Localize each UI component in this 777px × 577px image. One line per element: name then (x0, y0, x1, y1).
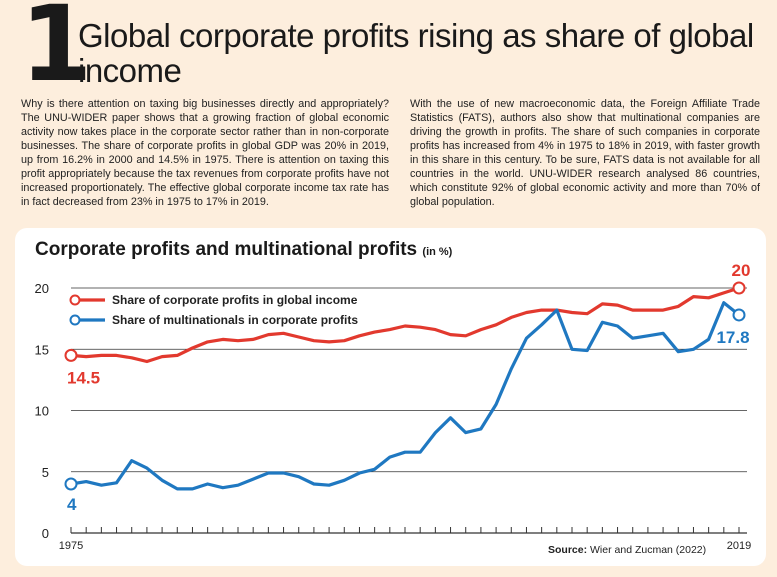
source-label: Source: (548, 544, 590, 556)
y-tick-label: 10 (35, 404, 49, 419)
series-end-point (732, 308, 746, 322)
chart-title-unit: (in %) (422, 246, 453, 258)
x-tick-label: 1975 (59, 540, 83, 552)
legend-marker (69, 294, 81, 306)
series-start-point (64, 348, 78, 362)
data-label: 20 (732, 261, 751, 280)
y-tick-label: 0 (42, 526, 49, 541)
data-label: 4 (67, 495, 77, 514)
series-end-point (732, 281, 746, 295)
chart-title: Corporate profits and multinational prof… (35, 239, 452, 261)
legend-marker (69, 314, 81, 326)
chart-title-text: Corporate profits and multinational prof… (35, 239, 418, 260)
series-line (70, 286, 740, 364)
series-start-point (64, 477, 78, 491)
legend-label: Share of corporate profits in global inc… (112, 293, 358, 307)
data-label: 17.8 (716, 328, 749, 347)
y-tick-label: 20 (35, 281, 49, 296)
chart-panel: Corporate profits and multinational prof… (15, 228, 766, 566)
page-title: Global corporate profits rising as share… (78, 17, 754, 89)
data-label: 14.5 (67, 368, 100, 387)
x-tick-label: 2019 (727, 540, 751, 552)
header: 1 Global corporate profits rising as sha… (10, 0, 770, 96)
y-tick-label: 5 (42, 465, 49, 480)
series-line (70, 301, 741, 491)
article-column-right: With the use of new macroeconomic data, … (410, 98, 760, 208)
source-note: Source: Wier and Zucman (2022) (548, 544, 706, 556)
legend-label: Share of multinationals in corporate pro… (112, 313, 358, 327)
source-text: Wier and Zucman (2022) (590, 544, 706, 556)
article-column-left: Why is there attention on taxing big bus… (21, 98, 389, 208)
y-tick-label: 15 (35, 342, 49, 357)
section-number: 1 (20, 0, 93, 105)
line-chart: 0 5 10 15 20 1975 2019 14.5 20 4 17.8 Share of corp… (35, 261, 752, 556)
